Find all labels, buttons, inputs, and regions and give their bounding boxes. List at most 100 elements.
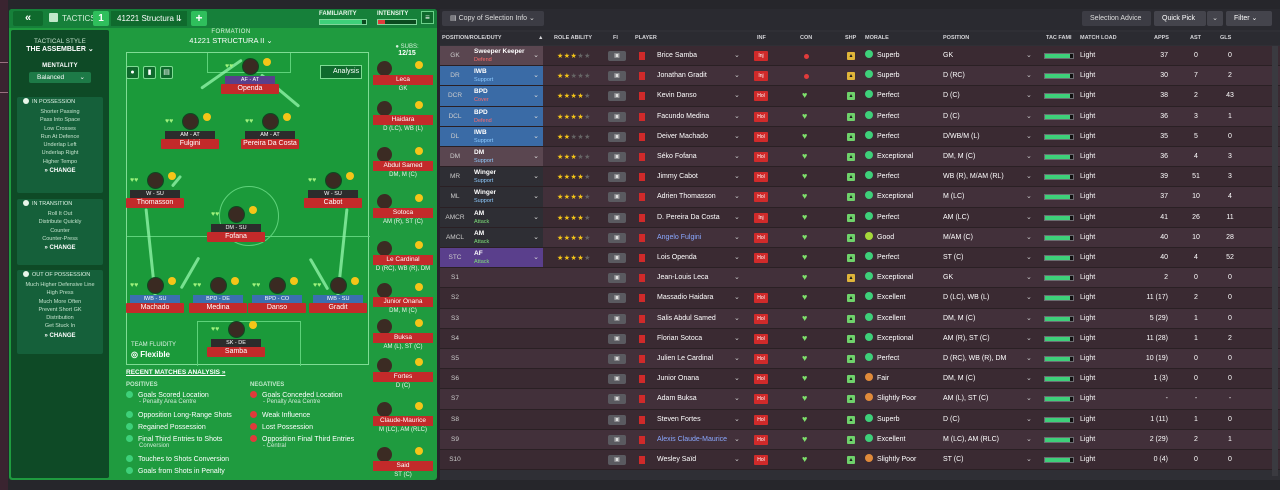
out-of-possession-change-button[interactable]: » CHANGE xyxy=(44,332,76,339)
substitute-card[interactable]: Said ST (C) xyxy=(373,447,433,480)
player-name-tag[interactable]: Openda xyxy=(221,84,279,94)
fi-toggle-icon[interactable]: ▣ xyxy=(608,354,626,364)
table-row[interactable]: DM DM Support ⌄ ★★★★★ ▣ Séko Fofana ⌄ Hol ♥ ▴ Excep… xyxy=(440,147,1280,168)
player-name-link[interactable]: Jonathan Gradit xyxy=(657,72,707,80)
substitute-card[interactable]: Junior Onana DM, M (C) xyxy=(373,283,433,317)
notes-view-icon[interactable]: ▤ xyxy=(160,66,173,79)
fi-toggle-icon[interactable]: ▣ xyxy=(608,293,626,304)
fi-toggle-icon[interactable]: ▣ xyxy=(608,374,626,385)
chevron-down-icon[interactable]: ⌄ xyxy=(734,334,740,342)
table-row[interactable]: DCL BPD Defend ⌄ ★★★★★ ▣ Facundo Medina ⌄ Hol ♥ ▴ P… xyxy=(440,106,1280,127)
player-name-link[interactable]: Angelo Fulgini xyxy=(657,233,702,241)
player-name-link[interactable]: Florian Sotoca xyxy=(657,334,703,342)
substitute-card[interactable]: Fortes D (C) xyxy=(373,358,433,392)
tactics-tab[interactable]: TACTICS xyxy=(49,12,96,25)
chevron-down-icon[interactable]: ⌄ xyxy=(1026,92,1032,100)
chevron-down-icon[interactable]: ⌄ xyxy=(734,92,740,100)
table-row[interactable]: S10 ▣ Wesley Saïd ⌄ Hol ♥ ▴ Slightly Poor ST (C)… xyxy=(440,450,1280,471)
substitute-card[interactable]: Claude-Maurice M (LC), AM (RLC) xyxy=(373,402,433,436)
player-name-tag[interactable]: Gradit xyxy=(309,303,367,313)
analysis-button[interactable]: Analysis xyxy=(320,65,362,79)
chevron-down-icon[interactable]: ⌄ xyxy=(1026,435,1032,443)
chevron-down-icon[interactable]: ⌄ xyxy=(734,193,740,201)
player-name-link[interactable]: Lois Openda xyxy=(657,254,697,261)
table-row[interactable]: S5 ▣ Julien Le Cardinal ⌄ Hol ♥ ▴ Perfect D (RC)… xyxy=(440,349,1280,370)
chevron-down-icon[interactable]: ⌄ xyxy=(734,254,740,261)
table-row[interactable]: S1 ▣ Jean-Louis Leca ⌄ ♥ ▴ Exceptional GK ⌄ Light… xyxy=(440,268,1280,289)
player-name-link[interactable]: D. Pereira Da Costa xyxy=(657,213,720,221)
substitute-name[interactable]: Abdul Samed xyxy=(373,161,433,171)
chevron-down-icon[interactable]: ⌄ xyxy=(734,274,740,282)
substitute-card[interactable]: Buksa AM (L), ST (C) xyxy=(373,319,433,353)
col-header-inf[interactable]: INF xyxy=(757,35,766,41)
chevron-down-icon[interactable]: ⌄ xyxy=(1026,52,1032,59)
chevron-down-icon[interactable]: ⌄ xyxy=(734,415,740,423)
substitute-name[interactable]: Le Cardinal xyxy=(373,255,433,265)
table-row[interactable]: S8 ▣ Steven Fortes ⌄ Hol ♥ ▴ Superb D (C) ⌄ Light 1… xyxy=(440,409,1280,430)
substitute-name[interactable]: Claude-Maurice xyxy=(373,416,433,426)
fi-toggle-icon[interactable]: ▣ xyxy=(608,232,626,243)
chevron-down-icon[interactable]: ⌄ xyxy=(734,355,740,362)
chevron-down-icon[interactable]: ⌄ xyxy=(734,294,740,302)
pitch-player-card[interactable]: ♥♥ SK - DE Samba xyxy=(207,321,265,361)
chevron-down-icon[interactable]: ⌄ xyxy=(734,153,740,160)
player-name-link[interactable]: Deiver Machado xyxy=(657,132,708,140)
col-header-ast[interactable]: AST xyxy=(1190,35,1201,41)
player-name-tag[interactable]: Medina xyxy=(189,303,247,313)
col-header-match-load[interactable]: MATCH LOAD xyxy=(1080,35,1117,41)
substitute-name[interactable]: Sotoca xyxy=(373,208,433,218)
stats-view-icon[interactable]: ▮ xyxy=(143,66,156,79)
role-duty-select[interactable]: AM Attack ⌄ xyxy=(470,227,543,248)
table-row[interactable]: DR IWB Support ⌄ ★★★★★ ▣ Jonathan Gradit ⌄ Inj ▴ S… xyxy=(440,66,1280,87)
table-row[interactable]: GK Sweeper Keeper Defend ⌄ ★★★★★ ▣ Brice Samba… xyxy=(440,46,1280,67)
player-name-link[interactable]: Jimmy Cabot xyxy=(657,173,698,181)
fi-toggle-icon[interactable]: ▣ xyxy=(608,253,626,263)
col-header-position-role-duty[interactable]: POSITION/ROLE/DUTY xyxy=(442,35,502,41)
role-duty-select[interactable]: IWB Support ⌄ xyxy=(470,66,543,87)
familiarity-meter[interactable] xyxy=(319,19,367,25)
pitch-player-card[interactable]: ♥♥ BPD - DE Medina xyxy=(189,277,247,317)
player-name-tag[interactable]: Samba xyxy=(207,347,265,357)
intensity-info-icon[interactable]: ≡ xyxy=(421,11,434,24)
fi-toggle-icon[interactable]: ▣ xyxy=(608,414,626,425)
substitute-card[interactable]: Haidara D (LC), WB (L) xyxy=(373,101,433,135)
role-duty-select[interactable]: Winger Support ⌄ xyxy=(470,187,543,208)
pitch-player-card[interactable]: ♥♥ IWB - SU Gradit xyxy=(309,277,367,317)
player-name-tag[interactable]: Cabot xyxy=(304,198,362,208)
pitch-player-card[interactable]: ♥♥ W - SU Thomasson xyxy=(126,172,184,212)
player-name-link[interactable]: Facundo Medina xyxy=(657,112,710,120)
role-duty-select[interactable]: Winger Support ⌄ xyxy=(470,167,543,188)
player-name-link[interactable]: Salis Abdul Samed xyxy=(657,314,716,322)
fi-toggle-icon[interactable]: ▣ xyxy=(608,111,626,122)
fi-toggle-icon[interactable]: ▣ xyxy=(608,51,626,61)
player-name-link[interactable]: Wesley Saïd xyxy=(657,456,697,463)
fi-toggle-icon[interactable]: ▣ xyxy=(608,212,626,223)
substitute-name[interactable]: Fortes xyxy=(373,372,433,382)
pitch-player-card[interactable]: ♥♥ DM - SU Fofana xyxy=(207,206,265,246)
chevron-down-icon[interactable]: ⌄ xyxy=(1026,193,1032,201)
pitch-player-card[interactable]: ♥♥ W - SU Cabot xyxy=(304,172,362,212)
table-row[interactable]: S3 ▣ Salis Abdul Samed ⌄ Hol ♥ ▴ Excellent DM, M… xyxy=(440,308,1280,329)
recent-matches-analysis-link[interactable]: RECENT MATCHES ANALYSIS » xyxy=(126,369,226,376)
substitute-card[interactable]: Leca GK xyxy=(373,61,433,95)
quick-pick-button[interactable]: Quick Pick xyxy=(1154,11,1206,26)
fi-toggle-icon[interactable]: ▣ xyxy=(608,192,626,203)
col-header-con[interactable]: CON xyxy=(800,35,813,41)
substitute-name[interactable]: Buksa xyxy=(373,333,433,343)
pitch-player-card[interactable]: ♥♥ AM - AT Pereira Da Costa xyxy=(241,113,299,153)
add-tactic-button[interactable]: + xyxy=(191,11,207,26)
table-row[interactable]: AMCR AM Attack ⌄ ★★★★★ ▣ D. Pereira Da Costa ⌄ I… xyxy=(440,207,1280,228)
chevron-down-icon[interactable]: ⌄ xyxy=(1026,334,1032,342)
chevron-down-icon[interactable]: ⌄ xyxy=(1026,294,1032,302)
in-transition-change-button[interactable]: » CHANGE xyxy=(44,245,76,252)
fi-toggle-icon[interactable]: ▣ xyxy=(608,273,626,284)
table-row[interactable]: S6 ▣ Junior Onana ⌄ Hol ♥ ▴ Fair DM, M (C) ⌄ Light… xyxy=(440,369,1280,390)
chevron-down-icon[interactable]: ⌄ xyxy=(1026,375,1032,383)
chevron-down-icon[interactable]: ⌄ xyxy=(734,456,740,463)
player-name-tag[interactable]: Danso xyxy=(248,303,306,313)
role-duty-select[interactable]: DM Support ⌄ xyxy=(470,147,543,168)
role-duty-select[interactable]: AF Attack ⌄ xyxy=(470,248,543,269)
chevron-down-icon[interactable]: ⌄ xyxy=(734,233,740,241)
chevron-down-icon[interactable]: ⌄ xyxy=(734,314,740,322)
pitch-player-card[interactable]: ♥♥ BPD - CO Danso xyxy=(248,277,306,317)
